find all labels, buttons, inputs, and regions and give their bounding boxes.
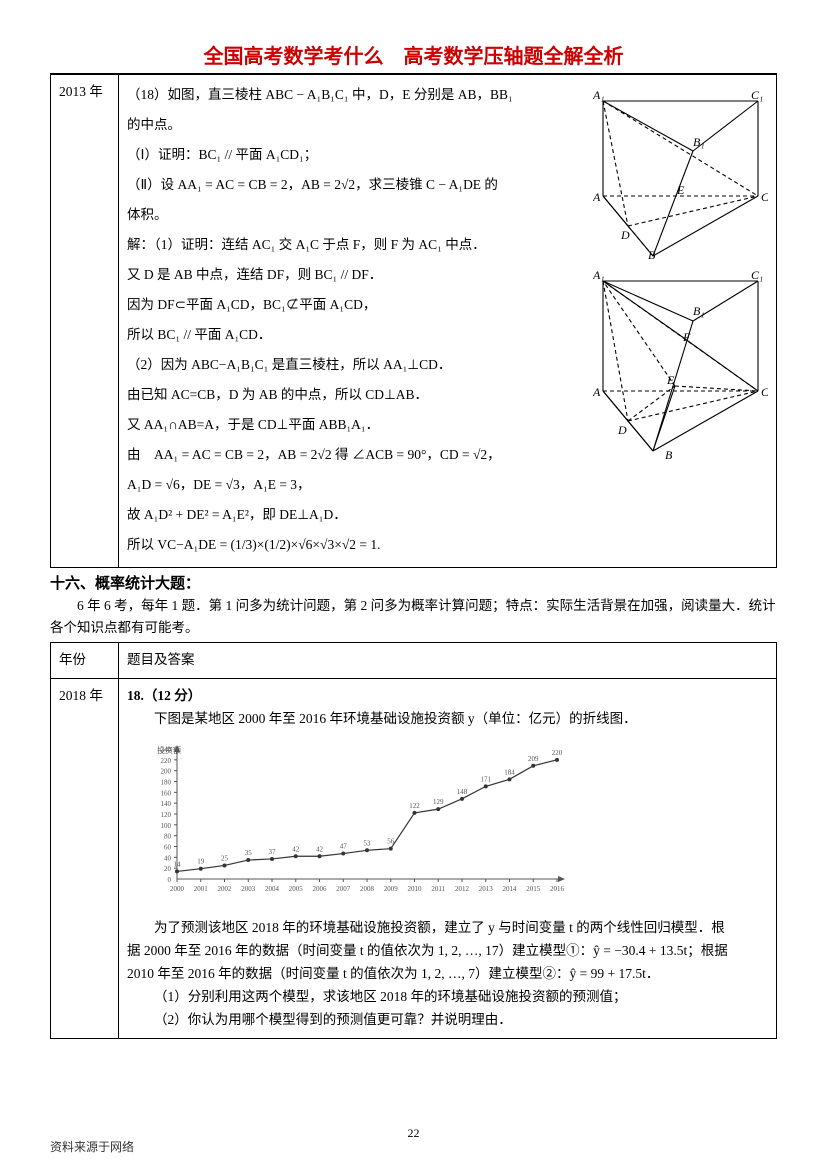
- chart-svg: 投资额2040608010012014016018020022024002000…: [127, 739, 567, 909]
- sol-l10: 所以 VC−A₁DE = (1/3)×(1/2)×√6×√3×√2 = 1.: [127, 531, 768, 558]
- svg-text:B: B: [665, 448, 673, 461]
- svg-text:100: 100: [161, 822, 172, 830]
- header-content: 题目及答案: [119, 643, 777, 679]
- svg-text:220: 220: [552, 749, 563, 757]
- svg-text:2005: 2005: [289, 885, 304, 893]
- svg-text:2010: 2010: [408, 885, 423, 893]
- svg-text:2008: 2008: [360, 885, 375, 893]
- svg-text:60: 60: [164, 844, 172, 852]
- section-16-title: 十六、概率统计大题：: [50, 572, 777, 593]
- p1: 为了预测该地区 2018 年的环境基础设施投资额，建立了 y 与时间变量 t 的…: [127, 917, 768, 940]
- page-title: 全国高考数学考什么 高考数学压轴题全解全析: [50, 40, 777, 69]
- svg-text:2014: 2014: [503, 885, 518, 893]
- svg-text:A₁: A₁: [593, 268, 605, 282]
- section-16-desc: 6 年 6 考，每年 1 题．第 1 问多为统计问题，第 2 问多为概率计算问题…: [50, 595, 777, 638]
- svg-text:E: E: [676, 183, 685, 197]
- p3: 2010 年至 2016 年的数据（时间变量 t 的值依次为 1, 2, …, …: [127, 963, 768, 986]
- svg-text:37: 37: [269, 848, 277, 856]
- svg-text:A: A: [593, 385, 601, 399]
- svg-text:B₁: B₁: [693, 135, 705, 149]
- svg-text:80: 80: [164, 833, 172, 841]
- svg-text:120: 120: [161, 811, 172, 819]
- sol-l9: 故 A₁D² + DE² = A₁E²，即 DE⊥A₁D．: [127, 501, 768, 528]
- sub2: （2）你认为用哪个模型得到的预测值更可靠？并说明理由．: [127, 1009, 768, 1032]
- svg-text:129: 129: [433, 798, 444, 806]
- line-chart: 投资额2040608010012014016018020022024002000…: [127, 739, 768, 909]
- svg-text:209: 209: [528, 755, 539, 763]
- svg-text:14: 14: [174, 860, 182, 868]
- svg-text:2015: 2015: [526, 885, 541, 893]
- svg-text:2003: 2003: [241, 885, 256, 893]
- svg-text:2009: 2009: [384, 885, 399, 893]
- svg-text:A₁: A₁: [593, 88, 605, 102]
- svg-text:240: 240: [161, 746, 172, 754]
- svg-text:C₁: C₁: [751, 268, 763, 282]
- q18-intro: 下图是某地区 2000 年至 2016 年环境基础设施投资额 y（单位：亿元）的…: [127, 708, 768, 731]
- svg-text:220: 220: [161, 757, 172, 765]
- svg-text:42: 42: [292, 845, 300, 853]
- sub1: （1）分别利用这两个模型，求该地区 2018 年的环境基础设施投资额的预测值；: [127, 986, 768, 1009]
- svg-text:2006: 2006: [313, 885, 328, 893]
- svg-text:B₁: B₁: [693, 304, 705, 318]
- problem-cell-2013: A₁ C₁ B₁ A C B D E: [119, 75, 777, 568]
- svg-text:C: C: [761, 190, 768, 204]
- svg-text:25: 25: [221, 854, 229, 862]
- svg-text:0: 0: [168, 876, 172, 884]
- svg-text:180: 180: [161, 779, 172, 787]
- problem-cell-2018: 18.（12 分） 下图是某地区 2000 年至 2016 年环境基础设施投资额…: [119, 679, 777, 1039]
- footer-source: 资料来源于网络: [50, 1138, 134, 1155]
- svg-text:D: D: [620, 228, 630, 242]
- svg-text:122: 122: [409, 802, 420, 810]
- svg-text:D: D: [617, 423, 627, 437]
- svg-text:2002: 2002: [218, 885, 233, 893]
- svg-text:2011: 2011: [431, 885, 445, 893]
- svg-text:F: F: [682, 330, 691, 344]
- svg-text:35: 35: [245, 849, 253, 857]
- problem-table-2: 年份 题目及答案 2018 年 18.（12 分） 下图是某地区 2000 年至…: [50, 642, 777, 1039]
- svg-text:140: 140: [161, 800, 172, 808]
- svg-text:184: 184: [504, 768, 515, 776]
- svg-text:2004: 2004: [265, 885, 280, 893]
- prism-svg-2: A₁ C₁ B₁ A C B D E F: [593, 261, 768, 461]
- figure-prism-1: A₁ C₁ B₁ A C B D E: [593, 81, 768, 461]
- year-cell-2013: 2013 年: [51, 75, 119, 568]
- svg-text:42: 42: [316, 845, 324, 853]
- year-cell-2018: 2018 年: [51, 679, 119, 1039]
- svg-text:2007: 2007: [336, 885, 351, 893]
- svg-text:B: B: [648, 248, 656, 261]
- svg-text:19: 19: [197, 858, 205, 866]
- svg-text:2000: 2000: [170, 885, 185, 893]
- svg-text:A: A: [593, 190, 601, 204]
- svg-text:160: 160: [161, 789, 172, 797]
- svg-text:E: E: [666, 373, 675, 387]
- svg-text:56: 56: [387, 838, 395, 846]
- q18-num: 18.（12 分）: [127, 685, 768, 708]
- svg-text:200: 200: [161, 768, 172, 776]
- svg-text:2013: 2013: [479, 885, 494, 893]
- svg-text:53: 53: [364, 839, 372, 847]
- svg-text:2012: 2012: [455, 885, 470, 893]
- svg-text:2001: 2001: [194, 885, 209, 893]
- sol-l8: A₁D = √6，DE = √3，A₁E = 3，: [127, 471, 768, 498]
- svg-text:C: C: [761, 385, 768, 399]
- header-year: 年份: [51, 643, 119, 679]
- svg-text:171: 171: [481, 775, 492, 783]
- prism-svg-1: A₁ C₁ B₁ A C B D E: [593, 81, 768, 261]
- svg-text:20: 20: [164, 865, 172, 873]
- svg-text:47: 47: [340, 843, 348, 851]
- svg-text:C₁: C₁: [751, 88, 763, 102]
- p2: 据 2000 年至 2016 年的数据（时间变量 t 的值依次为 1, 2, ……: [127, 940, 768, 963]
- svg-text:148: 148: [457, 788, 468, 796]
- svg-text:40: 40: [164, 854, 172, 862]
- svg-text:2016: 2016: [550, 885, 565, 893]
- problem-table-1: 2013 年: [50, 74, 777, 568]
